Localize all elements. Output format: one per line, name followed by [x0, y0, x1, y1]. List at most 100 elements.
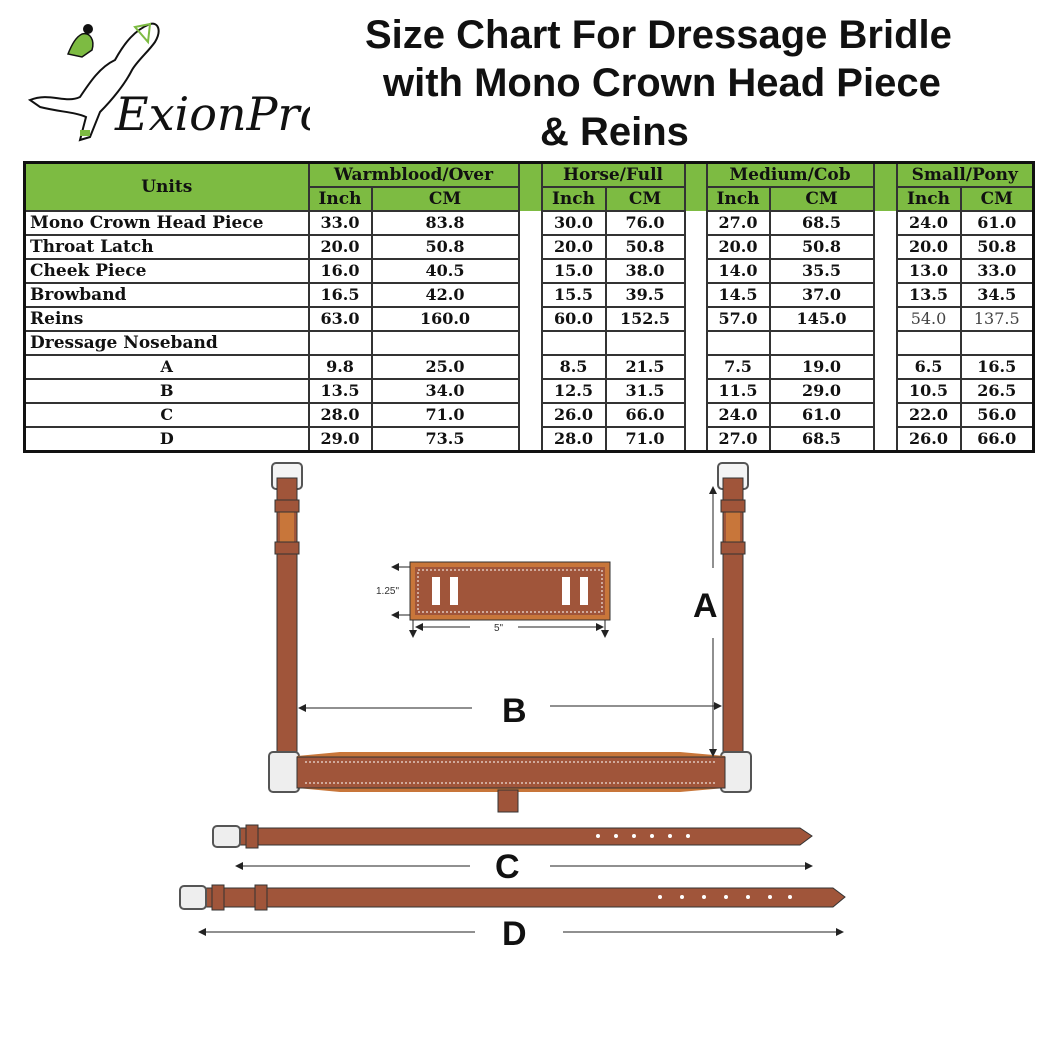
- value-cell: 50.8: [768, 234, 875, 260]
- value-cell: 137.5: [959, 306, 1035, 332]
- value-cell: 30.0: [540, 210, 607, 236]
- bridle-diagram: 1.25" 5" A B C D: [179, 462, 846, 953]
- value-cell: 63.0: [307, 306, 373, 332]
- row-label: Mono Crown Head Piece: [23, 210, 310, 236]
- value-cell: 61.0: [959, 210, 1035, 236]
- value-cell: [705, 330, 771, 356]
- value-cell: 145.0: [768, 306, 875, 332]
- gap: [683, 259, 708, 283]
- table-row: Browband 16.5 42.0 15.5 39.5 14.5 37.0 13.5 34.5: [23, 282, 1035, 308]
- table-row: Reins 63.0 160.0 60.0 152.5 57.0 145.0 54.0 137.…: [23, 306, 1035, 332]
- title-line-3: & Reins: [540, 110, 689, 154]
- gap: [517, 307, 543, 331]
- value-cell: 27.0: [705, 210, 771, 236]
- gap: [683, 331, 708, 355]
- gap: [872, 283, 898, 307]
- value-cell: 71.0: [604, 426, 686, 453]
- value-cell: 66.0: [959, 426, 1035, 453]
- noseband-pad: 1.25" 5": [376, 561, 611, 638]
- value-cell: [307, 330, 373, 356]
- table-row: Cheek Piece 16.0 40.5 15.0 38.0 14.0 35.5 13.0 3…: [23, 258, 1035, 284]
- group-header: Warmblood/Over: [307, 161, 520, 188]
- pad-height-label: 1.25": [376, 586, 399, 597]
- gap: [872, 211, 898, 235]
- cm-header: CM: [959, 186, 1035, 212]
- value-cell: 76.0: [604, 210, 686, 236]
- value-cell: [540, 330, 607, 356]
- value-cell: [604, 330, 686, 356]
- value-cell: 42.0: [370, 282, 520, 308]
- value-cell: 26.0: [540, 402, 607, 428]
- gap: [872, 403, 898, 427]
- gap: [872, 427, 898, 452]
- value-cell: 29.0: [307, 426, 373, 453]
- gap: [517, 187, 543, 211]
- group-header: Small/Pony: [895, 161, 1035, 188]
- value-cell: 9.8: [307, 354, 373, 380]
- gap: [683, 235, 708, 259]
- value-cell: 40.5: [370, 258, 520, 284]
- value-cell: 24.0: [705, 402, 771, 428]
- value-cell: 20.0: [895, 234, 962, 260]
- table-row: B 13.5 34.0 12.5 31.5 11.5 29.0 10.5 26.5: [23, 378, 1035, 404]
- table-row: A 9.8 25.0 8.5 21.5 7.5 19.0 6.5 16.5: [23, 354, 1035, 380]
- row-label: Cheek Piece: [23, 258, 310, 284]
- value-cell: 15.0: [540, 258, 607, 284]
- table-row: D 29.0 73.5 28.0 71.0 27.0 68.5 26.0 66.0: [23, 426, 1035, 453]
- value-cell: 29.0: [768, 378, 875, 404]
- value-cell: 71.0: [370, 402, 520, 428]
- gap: [683, 403, 708, 427]
- gap: [517, 283, 543, 307]
- value-cell: 14.0: [705, 258, 771, 284]
- gap: [872, 162, 898, 187]
- value-cell: 34.5: [959, 282, 1035, 308]
- value-cell: 28.0: [307, 402, 373, 428]
- value-cell: 68.5: [768, 210, 875, 236]
- cm-header: CM: [604, 186, 686, 212]
- gap: [517, 259, 543, 283]
- value-cell: 6.5: [895, 354, 962, 380]
- row-label: A: [23, 354, 310, 380]
- gap: [517, 403, 543, 427]
- value-cell: 16.5: [307, 282, 373, 308]
- gap: [683, 211, 708, 235]
- value-cell: 60.0: [540, 306, 607, 332]
- cm-header: CM: [768, 186, 875, 212]
- value-cell: 33.0: [959, 258, 1035, 284]
- value-cell: 160.0: [370, 306, 520, 332]
- value-cell: 152.5: [604, 306, 686, 332]
- gap: [872, 355, 898, 379]
- value-cell: 20.0: [540, 234, 607, 260]
- inch-header: Inch: [705, 186, 771, 212]
- table-row: Dressage Noseband: [23, 330, 1035, 356]
- dimension-label-d: D: [502, 915, 527, 953]
- gap: [872, 259, 898, 283]
- value-cell: 26.5: [959, 378, 1035, 404]
- strap-d: [179, 884, 846, 911]
- dimension-label-c: C: [495, 848, 520, 886]
- value-cell: 37.0: [768, 282, 875, 308]
- inch-header: Inch: [895, 186, 962, 212]
- value-cell: 20.0: [307, 234, 373, 260]
- row-label: Throat Latch: [23, 234, 310, 260]
- value-cell: 28.0: [540, 426, 607, 453]
- gap: [683, 307, 708, 331]
- value-cell: 54.0: [895, 306, 962, 332]
- value-cell: 31.5: [604, 378, 686, 404]
- gap: [517, 355, 543, 379]
- value-cell: 61.0: [768, 402, 875, 428]
- value-cell: [895, 330, 962, 356]
- value-cell: 14.5: [705, 282, 771, 308]
- value-cell: 19.0: [768, 354, 875, 380]
- header-row-groups: Units Warmblood/Over Horse/Full Medium/Cob S…: [23, 161, 1035, 212]
- group-header: Horse/Full: [540, 161, 686, 188]
- value-cell: [370, 330, 520, 356]
- noseband: [268, 751, 752, 813]
- row-label: Browband: [23, 282, 310, 308]
- pad-width-label: 5": [494, 623, 504, 634]
- horse-rider-icon: [27, 22, 160, 142]
- cm-header: CM: [370, 186, 520, 212]
- value-cell: 50.8: [604, 234, 686, 260]
- value-cell: 73.5: [370, 426, 520, 453]
- row-label: C: [23, 402, 310, 428]
